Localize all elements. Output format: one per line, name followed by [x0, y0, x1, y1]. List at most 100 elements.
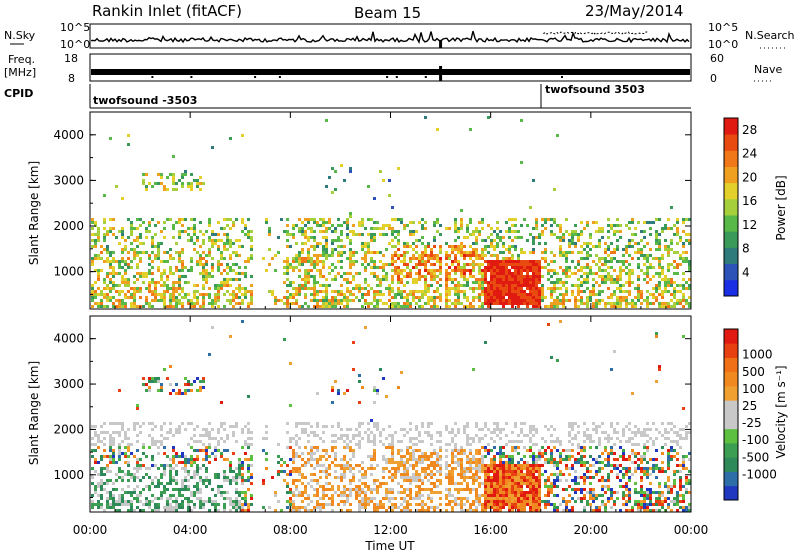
cell [409, 476, 412, 479]
cell [472, 290, 475, 293]
cell [682, 278, 685, 281]
cell [643, 299, 646, 302]
cell [511, 278, 514, 281]
cell [307, 236, 310, 239]
cell [163, 470, 166, 473]
cell [421, 224, 424, 227]
cell [250, 296, 253, 299]
cell [337, 503, 340, 506]
cell [109, 455, 112, 458]
cell [343, 467, 346, 470]
cell [550, 293, 553, 296]
cell [652, 296, 655, 299]
cell [673, 281, 676, 284]
cell [505, 230, 508, 233]
cell [520, 224, 523, 227]
cell [115, 260, 118, 263]
cell [382, 506, 385, 509]
cell [511, 281, 514, 284]
cell [403, 263, 406, 266]
cell [490, 272, 493, 275]
cell [430, 482, 433, 485]
cell [592, 305, 595, 308]
cell [388, 461, 391, 464]
cell [535, 236, 538, 239]
cell [496, 428, 499, 431]
cell [412, 467, 415, 470]
cell [511, 293, 514, 296]
cell [175, 503, 178, 506]
cell [532, 260, 535, 263]
cell [439, 251, 442, 254]
cell [223, 305, 226, 308]
cell [622, 248, 625, 251]
cell [541, 500, 544, 503]
cell [202, 434, 205, 437]
cell [484, 455, 487, 458]
cell [508, 227, 511, 230]
cell [415, 497, 418, 500]
cell [637, 287, 640, 290]
cell [532, 455, 535, 458]
cell [136, 449, 139, 452]
cell [178, 236, 181, 239]
cell [94, 290, 97, 293]
cell [334, 302, 337, 305]
cell [274, 299, 277, 302]
cell [496, 284, 499, 287]
cell [460, 254, 463, 257]
cell [544, 440, 547, 443]
cell [247, 476, 250, 479]
cell [232, 500, 235, 503]
cell [406, 245, 409, 248]
cell [535, 497, 538, 500]
cell [463, 488, 466, 491]
cell [598, 227, 601, 230]
cell [244, 233, 247, 236]
cell [304, 497, 307, 500]
cell [160, 242, 163, 245]
cell [577, 278, 580, 281]
cell [373, 425, 376, 428]
cell [517, 464, 520, 467]
cell [304, 431, 307, 434]
cell [313, 221, 316, 224]
power-colorbar-tick: 12 [742, 218, 757, 232]
cell [514, 236, 517, 239]
cell [619, 305, 622, 308]
cell [514, 491, 517, 494]
cell [478, 467, 481, 470]
cell [310, 446, 313, 449]
cell [181, 482, 184, 485]
cell [418, 260, 421, 263]
cell [433, 482, 436, 485]
cell [439, 491, 442, 494]
cell [199, 263, 202, 266]
cell [352, 251, 355, 254]
cell [133, 488, 136, 491]
cell [592, 272, 595, 275]
cell [469, 251, 472, 254]
cell [391, 233, 394, 236]
cell [190, 500, 193, 503]
cell [193, 230, 196, 233]
cell [193, 293, 196, 296]
cell [535, 491, 538, 494]
cell [301, 251, 304, 254]
cell [223, 458, 226, 461]
cell [103, 422, 106, 425]
cell [484, 476, 487, 479]
cell [517, 491, 520, 494]
cell [475, 236, 478, 239]
cell [205, 446, 208, 449]
cell [550, 473, 553, 476]
cell [97, 227, 100, 230]
cell [196, 182, 199, 185]
cell [544, 296, 547, 299]
cell [643, 254, 646, 257]
cell [391, 245, 394, 248]
cell [118, 422, 121, 425]
cell [169, 392, 172, 395]
cell [547, 305, 550, 308]
cell [178, 455, 181, 458]
